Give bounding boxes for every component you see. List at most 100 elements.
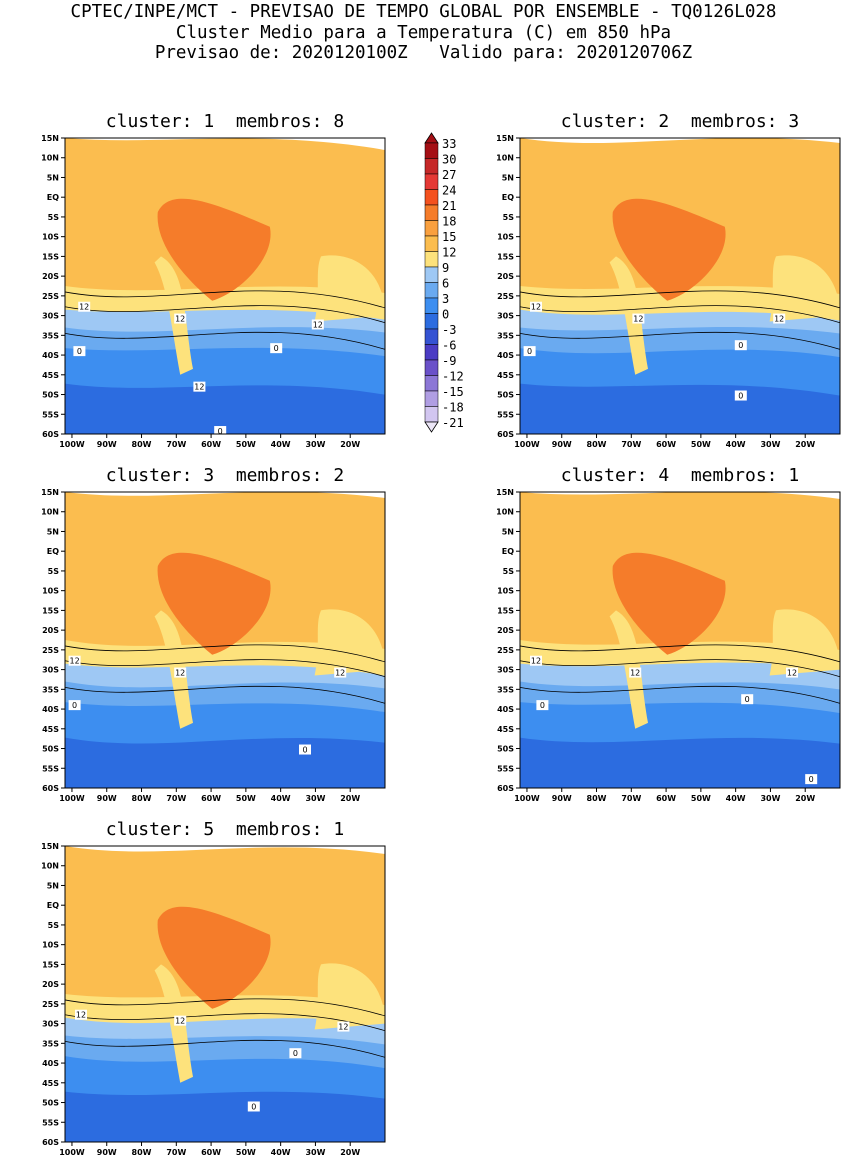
lat-tick-label: 50S xyxy=(497,391,514,400)
colorbar-label: 6 xyxy=(442,277,449,291)
lon-tick-label: 90W xyxy=(552,440,572,449)
lat-tick-label: 40S xyxy=(497,705,514,714)
lon-tick-label: 30W xyxy=(305,440,325,449)
contour-label: 12 xyxy=(174,667,187,678)
lat-tick-label: 5S xyxy=(503,213,515,222)
lon-tick-label: 80W xyxy=(132,440,152,449)
lon-tick-label: 20W xyxy=(795,794,815,803)
svg-text:0: 0 xyxy=(251,1102,256,1111)
lat-tick-label: 30S xyxy=(42,666,59,675)
lat-tick-label: 20S xyxy=(42,626,59,635)
temperature-band xyxy=(520,383,840,434)
hot-core-region xyxy=(157,906,271,1009)
contour-label: 0 xyxy=(536,700,549,711)
lat-tick-label: 20S xyxy=(42,980,59,989)
lon-tick-label: 60W xyxy=(656,794,676,803)
map-border xyxy=(64,845,386,1143)
contour-label: 12 xyxy=(530,301,542,312)
lat-tick-label: 15S xyxy=(42,960,59,969)
yellow-tongue xyxy=(769,609,840,676)
lat-tick-label: EQ xyxy=(502,193,514,202)
lat-tick-label: 10N xyxy=(41,154,59,163)
andes-strip xyxy=(609,256,648,375)
contour-label: 12 xyxy=(311,319,324,330)
hot-core-region xyxy=(612,198,726,301)
contour-line xyxy=(64,1039,386,1058)
lat-tick-label: 35S xyxy=(42,1039,59,1048)
contour-label: 0 xyxy=(270,343,283,354)
lat-tick-label: 5N xyxy=(47,527,59,536)
contour-label: 0 xyxy=(734,390,747,401)
lon-tick-label: 40W xyxy=(271,1148,291,1157)
lat-tick-label: 10S xyxy=(42,587,59,596)
contour-label: 0 xyxy=(247,1101,260,1112)
lat-tick-label: 10N xyxy=(41,508,59,517)
colorbar-label: -3 xyxy=(442,323,456,337)
svg-text:12: 12 xyxy=(630,669,640,678)
lat-tick-label: 45S xyxy=(42,725,59,734)
svg-text:0: 0 xyxy=(809,775,814,784)
map-panel-cluster-5: cluster: 5 membros: 1 12 12 12 0 0 15N 10N 5N EQ… xyxy=(41,819,386,1157)
contour-label: 12 xyxy=(75,1009,87,1020)
lon-tick-label: 70W xyxy=(166,1148,186,1157)
lat-tick-label: 5S xyxy=(48,213,60,222)
contour-line xyxy=(519,331,841,350)
lon-tick-label: 70W xyxy=(621,794,641,803)
lon-tick-label: 30W xyxy=(305,1148,325,1157)
svg-text:0: 0 xyxy=(72,701,77,710)
lat-tick-label: EQ xyxy=(502,547,514,556)
lat-tick-label: 10N xyxy=(41,862,59,871)
lat-tick-label: 55S xyxy=(497,410,514,419)
lat-tick-label: 40S xyxy=(42,1059,59,1068)
colorbar-label: 0 xyxy=(442,308,449,322)
lat-tick-label: 25S xyxy=(42,1000,59,1009)
svg-text:0: 0 xyxy=(745,695,750,704)
colorbar-label: 12 xyxy=(442,246,456,260)
contour-line xyxy=(64,685,386,704)
colorbar-label: -6 xyxy=(442,339,456,353)
contour-label: 12 xyxy=(174,313,187,324)
svg-text:0: 0 xyxy=(540,701,545,710)
svg-text:12: 12 xyxy=(335,669,345,678)
lat-tick-label: 15N xyxy=(41,488,59,497)
lat-tick-label: 40S xyxy=(497,351,514,360)
map-panel-cluster-2: cluster: 2 membros: 3 12 12 12 0 0 0 15N 10N 5N E… xyxy=(496,111,841,449)
lon-tick-label: 80W xyxy=(587,794,607,803)
svg-text:0: 0 xyxy=(77,347,82,356)
map-border xyxy=(519,491,841,789)
lon-tick-label: 90W xyxy=(97,1148,117,1157)
yellow-tongue xyxy=(314,609,385,676)
lon-tick-label: 50W xyxy=(236,794,256,803)
colorbar-label: 18 xyxy=(442,215,456,229)
lon-tick-label: 60W xyxy=(201,794,221,803)
header-line-1: CPTEC/INPE/MCT - PREVISAO DE TEMPO GLOBA… xyxy=(70,2,777,22)
lat-tick-label: 15N xyxy=(496,488,514,497)
colorbar-label: 27 xyxy=(442,168,456,182)
svg-text:12: 12 xyxy=(787,669,797,678)
yellow-tongue xyxy=(314,963,385,1030)
panel-title: cluster: 3 membros: 2 xyxy=(105,465,345,486)
lon-tick-label: 40W xyxy=(726,440,746,449)
lat-tick-label: 30S xyxy=(497,666,514,675)
map-frame: 12 12 12 0 0 15N 10N 5N EQ 5S 10S 15S 20S 25S 30S 35S 40… xyxy=(41,488,386,803)
svg-text:12: 12 xyxy=(194,383,204,392)
lat-tick-label: 35S xyxy=(42,685,59,694)
lat-tick-label: 5N xyxy=(47,173,59,182)
contour-label: 12 xyxy=(786,667,798,678)
lat-tick-label: 40S xyxy=(42,705,59,714)
lat-tick-label: 50S xyxy=(42,745,59,754)
lat-tick-label: 60S xyxy=(497,784,514,793)
lon-tick-label: 20W xyxy=(340,440,360,449)
map-border xyxy=(64,137,386,435)
lon-tick-label: 20W xyxy=(340,1148,360,1157)
hot-core-region xyxy=(157,552,271,655)
map-frame: 12 12 12 12 0 0 0 15N 10N 5N EQ 5S 10S 15S 20S 25S 30S 35… xyxy=(41,134,386,449)
lat-tick-label: 60S xyxy=(42,430,59,439)
lon-tick-label: 40W xyxy=(726,794,746,803)
map-panel-cluster-4: cluster: 4 membros: 1 12 12 12 0 0 0 15N 10N 5N E… xyxy=(496,465,841,803)
svg-text:0: 0 xyxy=(274,344,279,353)
lat-tick-label: 55S xyxy=(42,410,59,419)
lat-tick-label: 5N xyxy=(47,881,59,890)
contour-label: 12 xyxy=(193,381,206,392)
lon-tick-label: 100W xyxy=(59,794,85,803)
